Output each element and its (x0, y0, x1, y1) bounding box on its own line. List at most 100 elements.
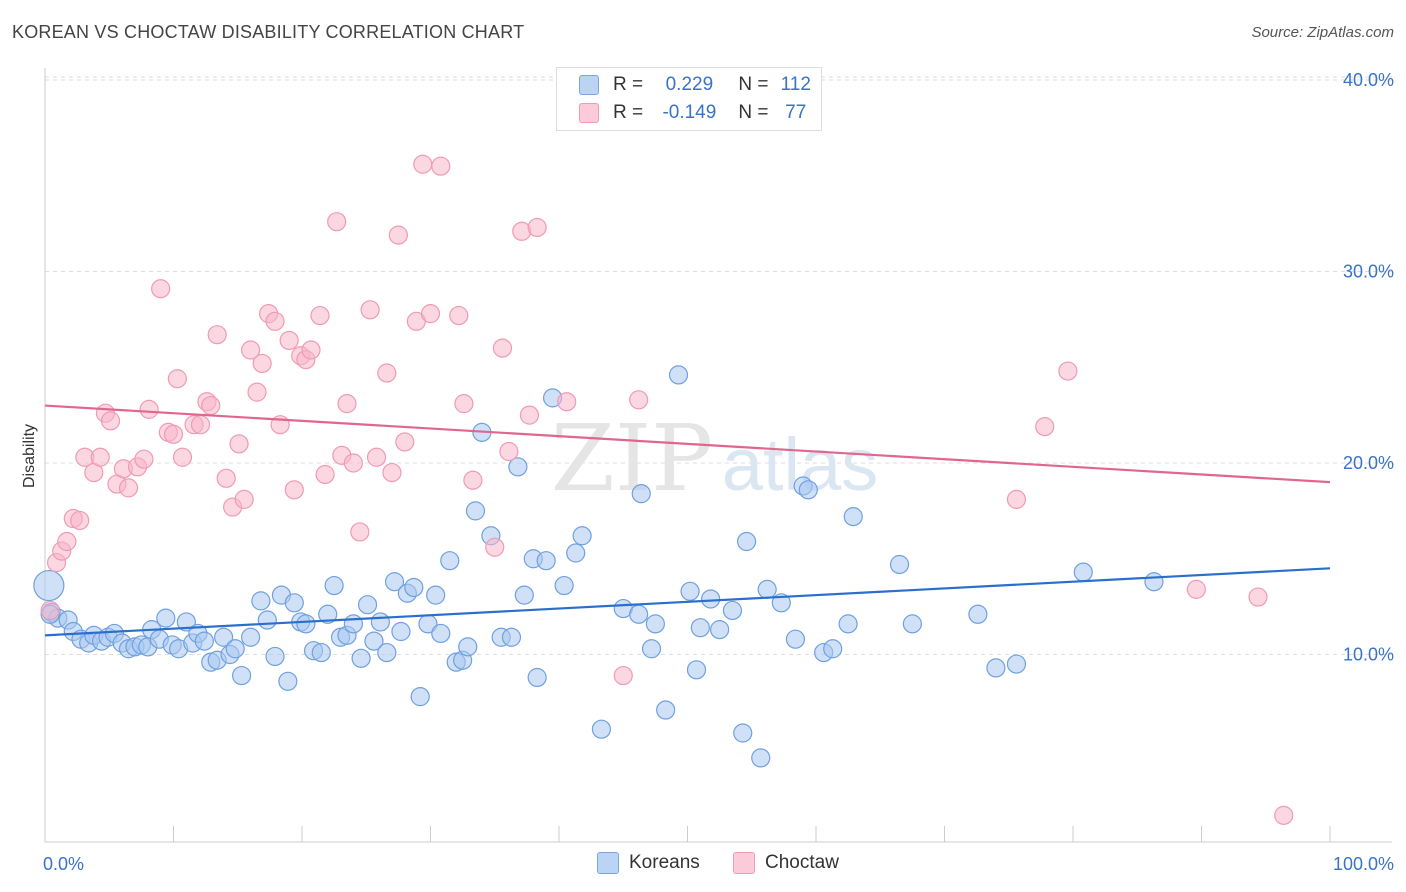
point-koreans-75 (554, 575, 574, 596)
legend-n-label: N = (738, 74, 774, 95)
point-choctaw-58 (431, 156, 451, 176)
point-choctaw-56 (413, 154, 433, 174)
point-choctaw-48 (350, 522, 370, 542)
point-koreans-63 (458, 637, 478, 657)
point-koreans-59 (431, 623, 451, 644)
point-choctaw-57 (420, 304, 441, 324)
point-choctaw-15 (134, 449, 154, 469)
watermark: ZIP atlas (551, 405, 878, 512)
point-koreans-107 (986, 658, 1006, 678)
point-choctaw-30 (234, 489, 254, 509)
point-koreans-86 (680, 581, 700, 601)
point-koreans-21 (176, 612, 196, 632)
point-choctaw-17 (151, 279, 171, 299)
point-koreans-43 (324, 575, 344, 596)
point-koreans-41 (311, 642, 331, 663)
chart-title: KOREAN VS CHOCTAW DISABILITY CORRELATION… (12, 22, 525, 42)
y-tick-label-1: 20.0% (1343, 453, 1394, 473)
legend-r-value: 0.229 (665, 74, 714, 95)
point-choctaw-38 (284, 480, 304, 500)
point-choctaw-21 (163, 424, 184, 444)
point-koreans-78 (591, 719, 612, 739)
point-koreans-53 (391, 621, 411, 642)
point-koreans-90 (710, 620, 730, 640)
point-choctaw-75 (1248, 587, 1268, 607)
point-choctaw-74 (1186, 579, 1206, 599)
point-koreans-81 (631, 484, 651, 504)
point-koreans-103 (843, 507, 863, 527)
point-koreans-96 (771, 593, 791, 613)
point-koreans-47 (351, 648, 371, 668)
point-choctaw-72 (1035, 417, 1055, 437)
point-koreans-93 (737, 531, 757, 552)
point-choctaw-68 (557, 392, 577, 412)
grid-lines (45, 76, 1392, 655)
point-choctaw-19 (172, 447, 193, 467)
legend-n-value: 77 (785, 102, 807, 123)
point-koreans-48 (357, 595, 378, 615)
point-choctaw-43 (315, 464, 335, 485)
point-koreans-42 (318, 604, 338, 624)
point-koreans-56 (410, 687, 430, 707)
point-koreans-37 (284, 593, 304, 613)
point-koreans-82 (641, 639, 662, 659)
point-koreans-32 (251, 591, 271, 611)
point-choctaw-69 (613, 665, 633, 686)
point-choctaw-23 (190, 415, 211, 435)
point-choctaw-26 (207, 325, 227, 345)
point-koreans-18 (156, 608, 176, 628)
point-koreans-39 (296, 614, 316, 634)
point-koreans-68 (501, 627, 522, 647)
series-legend-koreans: Koreans (597, 852, 700, 874)
x-tick-label-max: 100.0% (1333, 854, 1394, 874)
point-choctaw-3 (57, 531, 77, 552)
point-koreans-31 (241, 627, 261, 647)
point-koreans-60 (440, 551, 460, 571)
series-swatch-koreans (597, 852, 619, 874)
point-koreans-70 (514, 585, 534, 605)
series-legend: Koreans Choctaw (0, 852, 1406, 876)
x-tick-label-min: 0.0% (43, 854, 84, 874)
point-choctaw-37 (279, 330, 299, 351)
point-choctaw-0 (40, 600, 60, 621)
point-choctaw-44 (327, 212, 347, 232)
point-koreans-88 (690, 618, 710, 638)
point-choctaw-62 (485, 537, 505, 557)
point-koreans-36 (278, 671, 298, 691)
point-koreans-91 (722, 600, 743, 621)
point-koreans-30 (232, 665, 252, 686)
point-koreans-34 (265, 646, 285, 667)
legend-swatch-choctaw (579, 103, 599, 123)
series-choctaw (40, 154, 1294, 825)
point-koreans-0 (33, 569, 65, 602)
point-choctaw-5 (70, 510, 90, 531)
point-choctaw-73 (1058, 361, 1078, 381)
point-koreans-83 (645, 614, 665, 634)
y-tick-label-0: 10.0% (1343, 645, 1394, 665)
point-choctaw-10 (100, 411, 121, 431)
point-choctaw-64 (499, 441, 519, 462)
point-choctaw-25 (201, 395, 221, 416)
legend-swatch-koreans (579, 75, 599, 95)
legend-r-label: R = (613, 74, 649, 95)
point-choctaw-33 (252, 353, 272, 374)
legend-row-choctaw: R = -0.149 N = 77 (579, 100, 818, 126)
legend-row-koreans: R = 0.229 N = 112 (579, 72, 818, 98)
point-koreans-104 (889, 554, 910, 575)
point-choctaw-76 (1274, 805, 1294, 825)
point-koreans-51 (377, 642, 397, 663)
point-choctaw-41 (301, 340, 321, 360)
point-choctaw-54 (395, 432, 415, 452)
point-choctaw-16 (139, 399, 159, 419)
point-choctaw-61 (463, 470, 483, 490)
stats-legend: R = 0.229 N = 112 R = -0.149 N = 77 (556, 67, 822, 131)
point-choctaw-63 (492, 338, 513, 358)
point-choctaw-67 (527, 217, 547, 238)
point-koreans-77 (572, 526, 592, 546)
point-koreans-106 (968, 604, 988, 624)
point-koreans-33 (257, 610, 277, 630)
point-koreans-50 (370, 612, 390, 632)
series-legend-choctaw: Choctaw (733, 852, 839, 874)
point-choctaw-51 (377, 363, 397, 383)
